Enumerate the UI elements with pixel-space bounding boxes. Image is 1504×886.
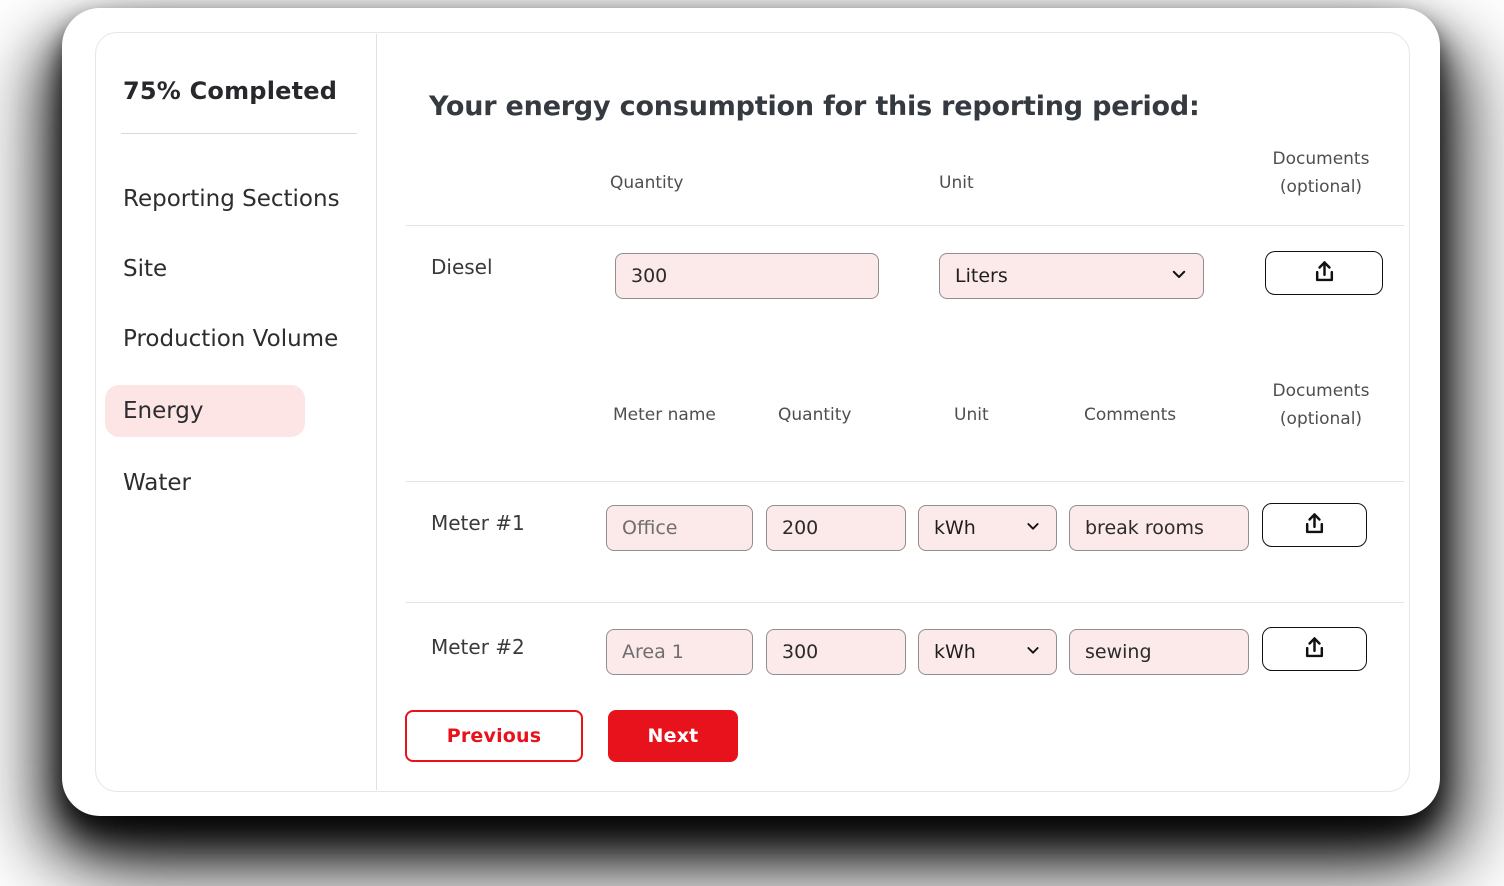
- diesel-upload-button[interactable]: [1265, 251, 1383, 295]
- meter2-name-input[interactable]: [606, 629, 753, 675]
- diesel-unit-select[interactable]: Liters: [939, 253, 1204, 299]
- upload-icon: [1301, 634, 1328, 665]
- next-button[interactable]: Next: [608, 710, 738, 762]
- fuel-quantity-header: Quantity: [610, 173, 684, 193]
- meter2-quantity-input[interactable]: [766, 629, 906, 675]
- meter1-comments-input[interactable]: [1069, 505, 1249, 551]
- fuel-unit-header: Unit: [939, 173, 974, 193]
- sidebar-divider: [376, 34, 377, 790]
- progress-label: 75% Completed: [123, 77, 338, 105]
- meter-row-divider: [406, 602, 1404, 603]
- meter1-unit-select[interactable]: kWh: [918, 505, 1057, 551]
- meter-name-header: Meter name: [613, 405, 716, 425]
- meter1-row-label: Meter #1: [431, 511, 525, 535]
- meter1-name-input[interactable]: [606, 505, 753, 551]
- chevron-down-icon: [1170, 265, 1188, 288]
- meter-header-divider: [406, 481, 1404, 482]
- fuel-row-label: Diesel: [431, 255, 493, 279]
- upload-icon: [1311, 258, 1338, 289]
- meter2-unit-select[interactable]: kWh: [918, 629, 1057, 675]
- previous-button[interactable]: Previous: [405, 710, 583, 762]
- page-title: Your energy consumption for this reporti…: [429, 91, 1200, 122]
- meter-quantity-header: Quantity: [778, 405, 852, 425]
- meter2-upload-button[interactable]: [1262, 627, 1367, 671]
- sidebar-item-water[interactable]: Water: [123, 470, 191, 496]
- section-nav: Reporting Sections Site Production Volum…: [105, 183, 363, 537]
- fuel-header-divider: [406, 225, 1404, 226]
- meter2-comments-input[interactable]: [1069, 629, 1249, 675]
- fuel-documents-header: Documents (optional): [1272, 149, 1370, 197]
- form-panel: 75% Completed Reporting Sections Site Pr…: [95, 32, 1410, 792]
- diesel-quantity-input[interactable]: [615, 253, 879, 299]
- chevron-down-icon: [1025, 641, 1041, 663]
- meter2-row-label: Meter #2: [431, 635, 525, 659]
- sidebar-item-energy[interactable]: Energy: [105, 385, 305, 437]
- meter1-quantity-input[interactable]: [766, 505, 906, 551]
- upload-icon: [1301, 510, 1328, 541]
- sidebar-rule: [121, 133, 357, 134]
- meter-unit-header: Unit: [954, 405, 989, 425]
- sidebar-item-site[interactable]: Site: [123, 256, 168, 282]
- sidebar-item-production-volume[interactable]: Production Volume: [123, 326, 339, 352]
- meter-documents-header: Documents (optional): [1272, 381, 1370, 429]
- sidebar-item-reporting-sections[interactable]: Reporting Sections: [123, 186, 340, 212]
- meter1-upload-button[interactable]: [1262, 503, 1367, 547]
- meter-comments-header: Comments: [1084, 405, 1177, 425]
- chevron-down-icon: [1025, 517, 1041, 539]
- report-card: 75% Completed Reporting Sections Site Pr…: [62, 8, 1440, 816]
